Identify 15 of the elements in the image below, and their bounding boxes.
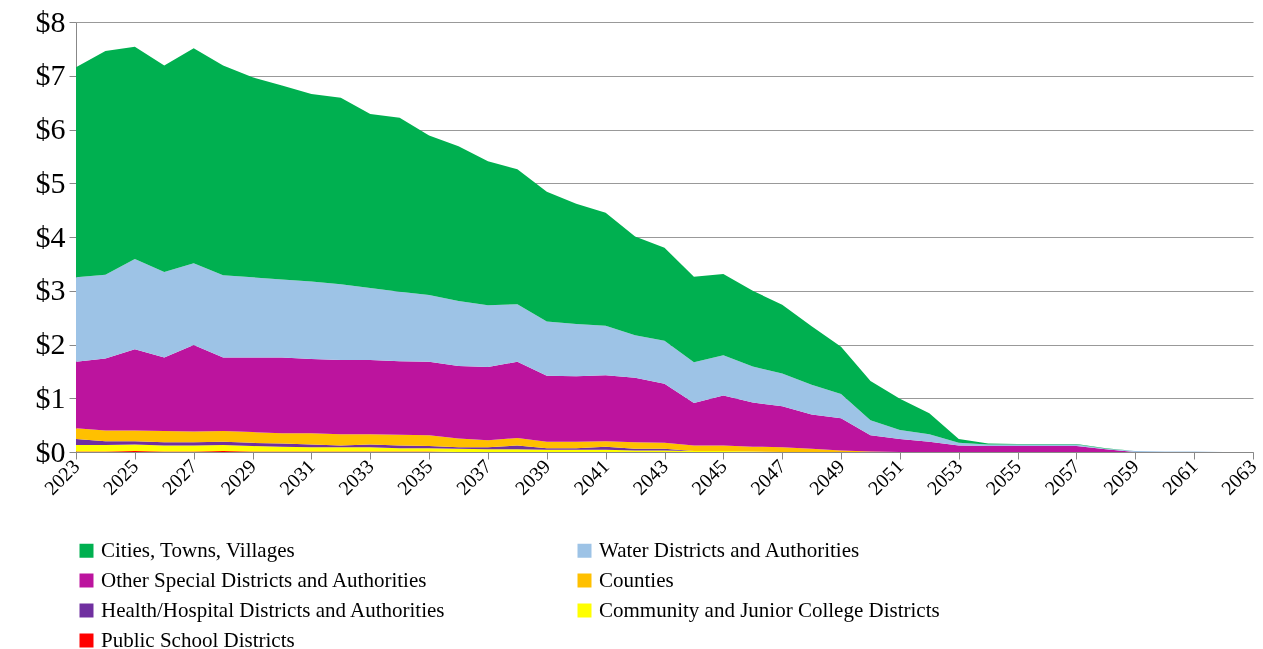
y-tick-label: $6 (35, 112, 66, 145)
y-tick-label: $1 (35, 380, 66, 414)
y-tick-label: $8 (35, 4, 66, 38)
legend-label: Health/Hospital Districts and Authorities (101, 597, 445, 622)
y-tick-label: $2 (35, 327, 66, 360)
legend-label: Other Special Districts and Authorities (101, 567, 427, 592)
y-tick-label: $3 (35, 273, 66, 307)
legend-label: Cities, Towns, Villages (101, 537, 295, 562)
legend-label: Water Districts and Authorities (599, 537, 860, 562)
legend-label: Public School Districts (101, 627, 295, 649)
legend-label: Community and Junior College Districts (599, 597, 940, 622)
y-tick-label: $4 (35, 219, 66, 253)
legend-label: Counties (599, 567, 674, 592)
y-tick-label: $5 (35, 165, 66, 199)
y-tick-label: $7 (35, 58, 66, 92)
